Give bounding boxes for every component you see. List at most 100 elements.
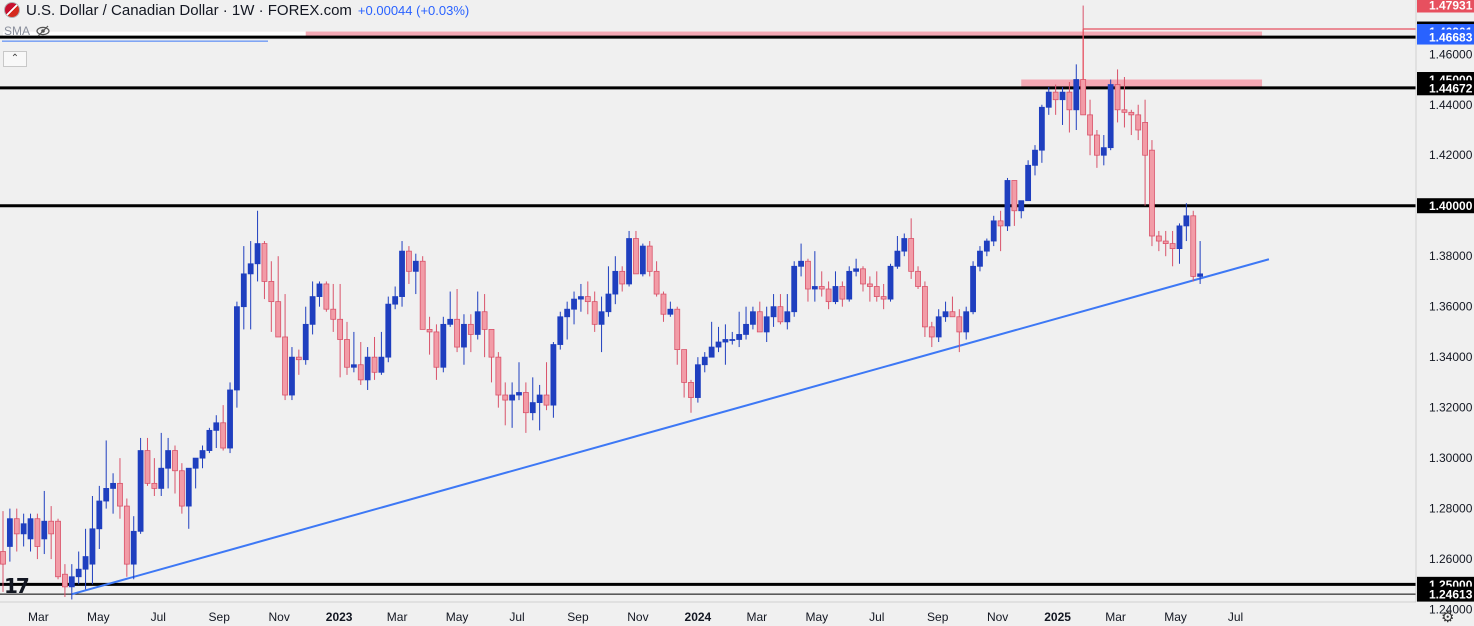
candle-body-79 [543, 394, 550, 406]
tradingview-logo-icon[interactable]: 17 [4, 574, 30, 598]
candle-11 [75, 551, 82, 585]
candle-52 [357, 342, 364, 385]
candle-body-143 [983, 240, 990, 252]
candle-31 [213, 415, 220, 449]
candle-body-27 [185, 467, 192, 507]
candle-115 [791, 261, 798, 317]
candle-body-118 [811, 286, 818, 290]
candle-131 [901, 233, 908, 257]
x-tick-label-20: Jul [1228, 610, 1243, 624]
candle-body-95 [653, 270, 660, 295]
candle-body-8 [55, 520, 61, 578]
candle-body-17 [117, 482, 123, 507]
candle-27 [185, 467, 192, 529]
horizontal-levels [0, 35, 1416, 595]
candle-143 [983, 238, 990, 257]
candle-body-34 [234, 306, 240, 391]
candle-body-41 [282, 336, 288, 396]
candle-body-98 [674, 308, 681, 350]
candle-body-123 [846, 270, 853, 300]
candle-body-18 [123, 505, 130, 565]
candle-145 [997, 210, 1004, 252]
candle-body-110 [756, 311, 763, 333]
candle-65 [447, 291, 454, 327]
candle-body-16 [110, 482, 116, 489]
price-badge-label-6: 1.40000 [1429, 199, 1473, 213]
candle-70 [481, 294, 488, 358]
candle-body-173 [1190, 215, 1197, 277]
candle-body-146 [1004, 180, 1011, 227]
candle-body-11 [75, 568, 82, 578]
candle-body-28 [192, 457, 199, 469]
candle-body-26 [178, 470, 185, 507]
candle-body-68 [467, 323, 474, 335]
gear-icon[interactable]: ⚙ [1441, 608, 1455, 626]
candle-104 [715, 326, 722, 353]
candle-87 [598, 296, 605, 353]
candle-78 [536, 384, 543, 431]
candle-body-73 [502, 394, 509, 401]
candle-59 [406, 246, 412, 284]
candle-106 [729, 331, 736, 345]
candle-body-136 [935, 316, 942, 338]
candle-63 [433, 324, 440, 380]
x-tick-label-16: Nov [987, 610, 1008, 624]
candle-body-9 [62, 573, 68, 588]
candle-body-56 [385, 303, 392, 358]
candle-26 [178, 463, 185, 514]
candle-113 [777, 294, 784, 325]
candle-body-64 [440, 323, 447, 368]
candle-90 [619, 266, 626, 292]
chevron-up-icon[interactable]: ⌃ [3, 51, 27, 67]
indicator-name[interactable]: SMA [4, 24, 31, 38]
candle-112 [770, 294, 777, 327]
candle-body-62 [426, 328, 433, 333]
candle-body-10 [68, 576, 75, 588]
candle-79 [543, 362, 550, 411]
symbol-title[interactable]: U.S. Dollar / Canadian Dollar · 1W · FOR… [26, 1, 352, 19]
candle-71 [488, 328, 495, 383]
candle-body-55 [378, 356, 385, 373]
candle-body-63 [433, 331, 440, 368]
candle-167 [1149, 140, 1155, 247]
candle-body-67 [461, 323, 467, 348]
price-badge-bg-5 [1417, 80, 1474, 96]
candle-body-153 [1052, 91, 1059, 101]
candle-161 [1107, 79, 1114, 151]
candle-body-57 [392, 296, 399, 305]
candle-body-104 [715, 341, 722, 348]
zone-0 [3, 31, 1263, 38]
candle-156 [1073, 64, 1080, 130]
x-tick-label-5: 2023 [326, 610, 353, 624]
candle-6 [41, 490, 48, 555]
eye-crossed-icon[interactable] [36, 25, 50, 37]
candle-98 [674, 306, 681, 365]
candle-body-7 [48, 520, 55, 535]
candle-body-163 [1121, 109, 1128, 113]
candle-168 [1155, 230, 1162, 252]
x-tick-label-6: Mar [387, 610, 408, 624]
candle-body-169 [1162, 240, 1169, 244]
candles [0, 5, 1204, 600]
candle-91 [626, 230, 632, 287]
candle-body-139 [956, 316, 963, 333]
candle-body-160 [1100, 147, 1107, 156]
candle-107 [736, 311, 743, 348]
candle-159 [1094, 129, 1100, 168]
candle-171 [1176, 223, 1183, 264]
candle-body-22 [151, 482, 158, 489]
candle-158 [1087, 99, 1093, 156]
candle-153 [1052, 84, 1059, 115]
candle-92 [633, 230, 639, 275]
candle-83 [571, 291, 577, 325]
candle-116 [798, 243, 804, 277]
candle-body-144 [990, 220, 997, 242]
candle-8 [55, 518, 61, 580]
candle-body-60 [412, 260, 419, 272]
candle-body-85 [584, 296, 591, 303]
candle-body-86 [591, 301, 598, 325]
candle-body-147 [1011, 180, 1018, 212]
candle-47 [323, 281, 330, 312]
time-axis-bg [0, 602, 1416, 626]
